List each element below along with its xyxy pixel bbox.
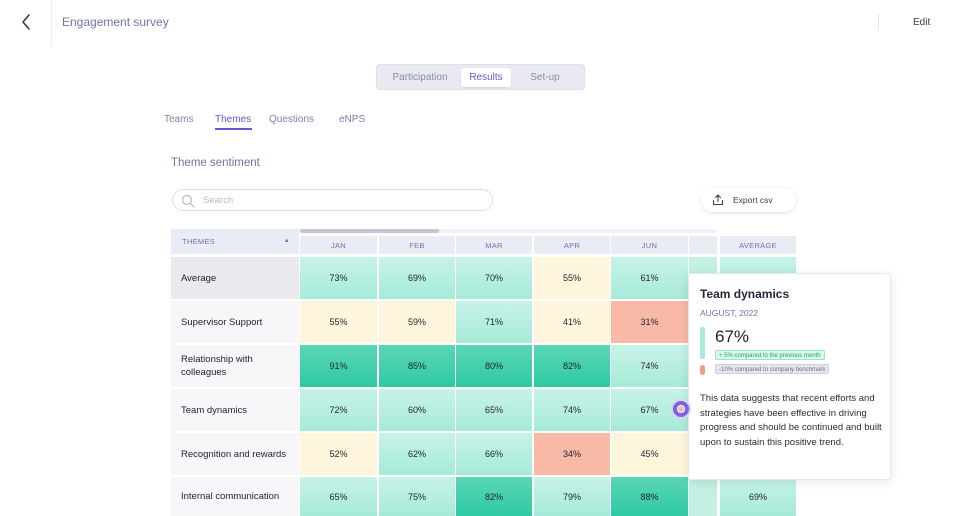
heatmap-cell[interactable]: 55% (300, 301, 377, 343)
row-label: Relationship with colleagues (171, 345, 299, 387)
cell-hover-marker[interactable] (673, 401, 689, 417)
column-header[interactable]: MAR (456, 236, 532, 254)
tab-enps[interactable]: eNPS (339, 114, 366, 125)
page-title: Engagement survey (62, 15, 169, 29)
heatmap-cell[interactable]: 60% (379, 389, 455, 431)
column-header[interactable]: AVERAGE (720, 236, 796, 254)
row-label: Supervisor Support (171, 301, 299, 343)
row-label: Internal communication (171, 477, 299, 516)
divider (878, 14, 879, 30)
section-title: Theme sentiment (171, 157, 260, 169)
column-header[interactable]: JUN (611, 236, 688, 254)
column-header[interactable]: FEB (379, 236, 455, 254)
segment-results[interactable]: Results (461, 68, 511, 87)
column-header[interactable]: JAN (300, 236, 377, 254)
heatmap-cell[interactable]: 91% (300, 345, 377, 387)
heatmap-cell[interactable]: 72% (300, 389, 377, 431)
heatmap-cell[interactable]: 88% (611, 477, 688, 516)
search-icon (181, 194, 195, 208)
heatmap-cell[interactable]: 31% (611, 301, 688, 343)
heatmap-cell[interactable]: 82% (534, 345, 610, 387)
heatmap-cell[interactable]: 74% (611, 345, 688, 387)
heatmap-cell[interactable]: 70% (456, 257, 532, 299)
heatmap-cell[interactable]: 80% (456, 345, 532, 387)
marker-dot (677, 405, 685, 413)
horizontal-scrollbar-thumb[interactable] (300, 229, 439, 233)
top-bar: Engagement survey Edit (0, 0, 965, 46)
heatmap-cell[interactable]: 62% (379, 433, 455, 475)
chevron-left-icon (22, 14, 30, 30)
tooltip-value: 67% (715, 327, 750, 346)
negative-indicator-bar (700, 365, 705, 375)
previous-month-badge: + 5% compared to the previous month (715, 350, 825, 360)
column-header[interactable]: APR (534, 236, 610, 254)
row-label: Team dynamics (171, 389, 299, 431)
heatmap-cell[interactable]: 34% (534, 433, 610, 475)
themes-header-label: THEMES (182, 237, 216, 246)
heatmap-cell[interactable]: 66% (456, 433, 532, 475)
heatmap-cell[interactable] (689, 477, 717, 516)
column-header[interactable] (689, 236, 717, 254)
heatmap-cell[interactable]: 65% (456, 389, 532, 431)
tooltip-title: Team dynamics (700, 287, 790, 301)
export-label: Export csv (733, 195, 773, 205)
themes-column-header[interactable]: THEMES ▲ (171, 229, 299, 254)
edit-button[interactable]: Edit (913, 17, 931, 28)
heatmap-cell[interactable]: 65% (300, 477, 377, 516)
heatmap-cell[interactable]: 73% (300, 257, 377, 299)
heatmap-cell[interactable]: 85% (379, 345, 455, 387)
search-box (172, 189, 493, 211)
row-label: Recognition and rewards (171, 433, 299, 475)
sort-up-icon[interactable]: ▲ (283, 238, 290, 244)
heatmap-cell[interactable]: 71% (456, 301, 532, 343)
segment-setup[interactable]: Set-up (530, 72, 560, 83)
heatmap-cell[interactable]: 74% (534, 389, 610, 431)
heatmap-cell[interactable]: 61% (611, 257, 688, 299)
tooltip-description: This data suggests that recent efforts a… (700, 393, 882, 448)
active-tab-indicator (215, 128, 252, 130)
heatmap-cell[interactable]: 59% (379, 301, 455, 343)
cell-detail-tooltip: Team dynamics AUGUST, 2022 67% + 5% comp… (688, 273, 891, 480)
row-label: Average (171, 257, 299, 299)
horizontal-scrollbar-track[interactable] (300, 229, 717, 233)
heatmap-cell[interactable]: 45% (611, 433, 688, 475)
divider (51, 0, 52, 46)
tab-questions[interactable]: Questions (269, 114, 315, 125)
heatmap-cell[interactable]: 82% (456, 477, 532, 516)
heatmap-cell[interactable]: 69% (720, 477, 796, 516)
heatmap-cell[interactable]: 52% (300, 433, 377, 475)
export-icon (712, 194, 724, 206)
back-button[interactable] (16, 10, 36, 34)
heatmap-cell[interactable]: 79% (534, 477, 610, 516)
tooltip-date: AUGUST, 2022 (700, 308, 759, 318)
benchmark-badge: -10% compared to company benchmark (715, 364, 830, 374)
tab-themes[interactable]: Themes (215, 114, 252, 125)
export-csv-button[interactable]: Export csv (701, 188, 796, 212)
segment-participation[interactable]: Participation (392, 72, 448, 83)
heatmap-cell[interactable]: 55% (534, 257, 610, 299)
view-switcher: Participation Results Set-up (376, 64, 585, 90)
heatmap-cell[interactable]: 69% (379, 257, 455, 299)
positive-indicator-bar (700, 327, 705, 359)
search-input[interactable] (203, 193, 483, 208)
tab-teams[interactable]: Teams (164, 114, 194, 125)
heatmap-cell[interactable]: 41% (534, 301, 610, 343)
heatmap-cell[interactable]: 75% (379, 477, 455, 516)
